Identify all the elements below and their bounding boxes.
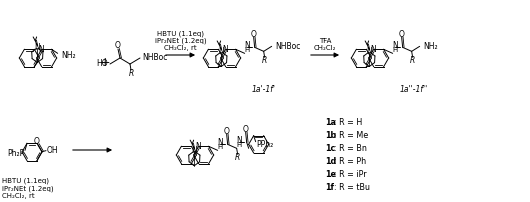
Text: H: H (217, 144, 222, 150)
Text: O: O (399, 30, 404, 39)
Text: CH₂Cl₂, rt: CH₂Cl₂, rt (164, 45, 197, 51)
Text: N: N (370, 45, 376, 54)
Text: N: N (236, 136, 242, 145)
Text: PPh₂: PPh₂ (257, 140, 274, 149)
Text: N: N (218, 46, 224, 56)
Text: R: R (128, 68, 134, 78)
Text: N: N (244, 41, 250, 50)
Text: R: R (410, 56, 416, 65)
Text: H: H (392, 47, 398, 53)
Text: NH₂: NH₂ (423, 42, 438, 51)
Text: : R = iPr: : R = iPr (334, 170, 367, 179)
Text: N: N (34, 43, 40, 52)
Text: O: O (224, 127, 229, 136)
Text: 1e: 1e (325, 170, 336, 179)
Text: 1a'-1f': 1a'-1f' (252, 84, 276, 94)
Text: : R = Bn: : R = Bn (334, 144, 367, 153)
Text: N: N (191, 146, 197, 155)
Text: N: N (366, 46, 372, 56)
Text: 1a''-1f'': 1a''-1f'' (400, 84, 428, 94)
Text: NHBoc: NHBoc (142, 54, 167, 62)
Text: O: O (34, 137, 40, 146)
Text: : R = Ph: : R = Ph (334, 157, 366, 166)
Text: 1a: 1a (325, 118, 336, 127)
Text: NHBoc: NHBoc (276, 42, 301, 51)
Text: R: R (262, 56, 267, 65)
Text: 1b: 1b (325, 131, 336, 140)
Text: : R = Me: : R = Me (334, 131, 368, 140)
Text: iPr₂NEt (1.2eq): iPr₂NEt (1.2eq) (155, 38, 206, 44)
Text: O: O (251, 30, 257, 39)
Text: 1f: 1f (325, 183, 334, 192)
Text: 1d: 1d (325, 157, 336, 166)
Text: : R = H: : R = H (334, 118, 362, 127)
Text: N: N (392, 41, 398, 50)
Text: HBTU (1.1eq): HBTU (1.1eq) (2, 177, 49, 183)
Text: N: N (195, 142, 200, 151)
Text: TFA: TFA (319, 38, 331, 44)
Text: N: N (222, 45, 227, 54)
Text: : R = tBu: : R = tBu (334, 183, 370, 192)
Text: iPr₂NEt (1.2eq): iPr₂NEt (1.2eq) (2, 185, 54, 191)
Text: H: H (244, 47, 249, 53)
Text: O: O (115, 41, 121, 50)
Text: N: N (38, 45, 43, 54)
Text: +: + (100, 57, 110, 69)
Text: CH₂Cl₂, rt: CH₂Cl₂, rt (2, 193, 34, 199)
Text: 1c: 1c (325, 144, 335, 153)
Text: R: R (235, 153, 240, 162)
Text: NH₂: NH₂ (61, 51, 76, 60)
Text: HO: HO (96, 60, 108, 68)
Text: O: O (243, 125, 249, 134)
Text: OH: OH (47, 146, 59, 155)
Text: CH₂Cl₂: CH₂Cl₂ (314, 45, 336, 51)
Text: H: H (236, 142, 241, 148)
Text: N: N (217, 138, 223, 147)
Text: Ph₂P: Ph₂P (8, 149, 25, 158)
Text: HBTU (1.1eq): HBTU (1.1eq) (157, 31, 204, 37)
